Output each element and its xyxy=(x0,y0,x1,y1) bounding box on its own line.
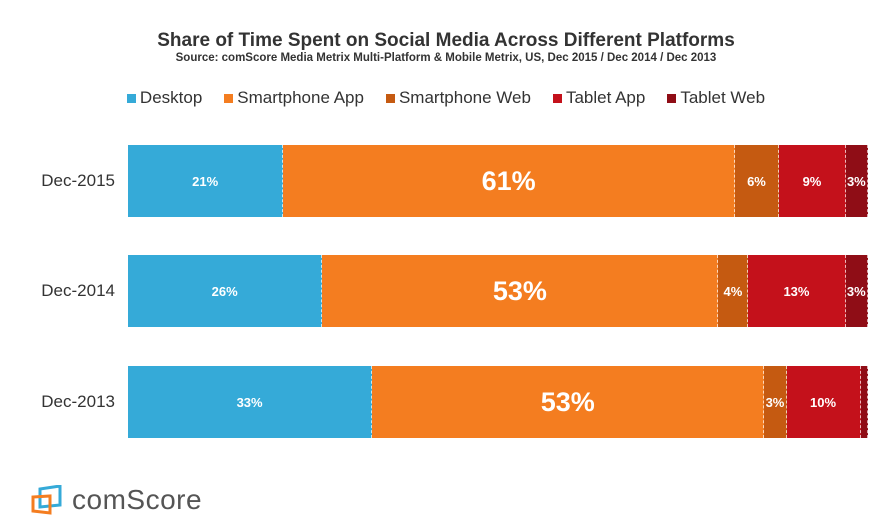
legend-swatch xyxy=(385,93,395,103)
legend-label: Smartphone App xyxy=(237,88,364,107)
legend-label: Desktop xyxy=(139,88,203,107)
bar-segment: 3% xyxy=(845,145,868,217)
comscore-logo-icon xyxy=(31,485,62,515)
bar-segment: 3% xyxy=(845,255,868,327)
legend-label: Smartphone Web xyxy=(398,88,531,107)
bar-segment: 3% xyxy=(764,366,787,438)
legend-swatch xyxy=(552,93,562,103)
data-label: 3% xyxy=(846,173,866,189)
logo-text: comScore xyxy=(72,484,203,515)
category-label: Dec-2014 xyxy=(41,281,115,300)
comscore-logo: comScore xyxy=(30,484,202,516)
legend-item: Smartphone Web xyxy=(385,88,531,108)
bar-segment: 33% xyxy=(128,366,373,438)
legend-item: Desktop xyxy=(126,88,203,108)
data-label: 10% xyxy=(810,394,837,410)
data-label: 9% xyxy=(802,173,822,189)
bar-segment: 53% xyxy=(322,255,719,327)
bar-segment: 53% xyxy=(372,366,765,438)
bar-segment: 21% xyxy=(128,145,284,217)
data-label: 61% xyxy=(481,165,536,196)
legend-label: Tablet Web xyxy=(680,88,766,107)
legend-item: Tablet Web xyxy=(667,88,765,108)
stacked-bar: 33% 53% 3% 10% xyxy=(128,366,868,438)
legend-label: Tablet App xyxy=(565,88,646,107)
bar-segment: 4% xyxy=(718,255,749,327)
data-label: 3% xyxy=(846,283,866,299)
stacked-bar: 26% 53% 4% 13% 3% xyxy=(128,255,868,327)
data-label: 53% xyxy=(540,386,595,417)
data-label: 53% xyxy=(492,275,547,306)
bar-segment: 13% xyxy=(748,255,846,327)
chart-title: Share of Time Spent on Social Media Acro… xyxy=(157,30,735,51)
category-label: Dec-2015 xyxy=(41,171,115,190)
data-label: 13% xyxy=(783,283,810,299)
bar-segment: 26% xyxy=(128,255,323,327)
legend-swatch xyxy=(224,93,234,103)
data-label: 4% xyxy=(723,283,743,299)
stacked-bar: 21% 61% 6% 9% 3% xyxy=(128,145,868,217)
legend-item: Smartphone App xyxy=(224,88,364,108)
legend-swatch xyxy=(126,93,136,103)
bar-segment: 9% xyxy=(779,145,846,217)
data-label: 6% xyxy=(747,173,766,189)
bar-segment: 10% xyxy=(786,366,861,438)
legend-swatch xyxy=(667,93,677,103)
data-label: 3% xyxy=(765,394,785,410)
chart-subtitle: Source: comScore Media Metrix Multi-Plat… xyxy=(175,52,717,64)
data-label: 26% xyxy=(211,283,238,299)
bar-segment xyxy=(860,366,868,438)
bar-segment: 6% xyxy=(734,145,780,217)
data-label: 33% xyxy=(236,394,263,410)
legend: Desktop Smartphone App Smartphone Web Table… xyxy=(0,88,892,108)
legend-item: Tablet App xyxy=(552,88,646,108)
bar-segment: 61% xyxy=(283,145,735,217)
data-label: 21% xyxy=(192,173,219,189)
category-label: Dec-2013 xyxy=(41,392,115,411)
